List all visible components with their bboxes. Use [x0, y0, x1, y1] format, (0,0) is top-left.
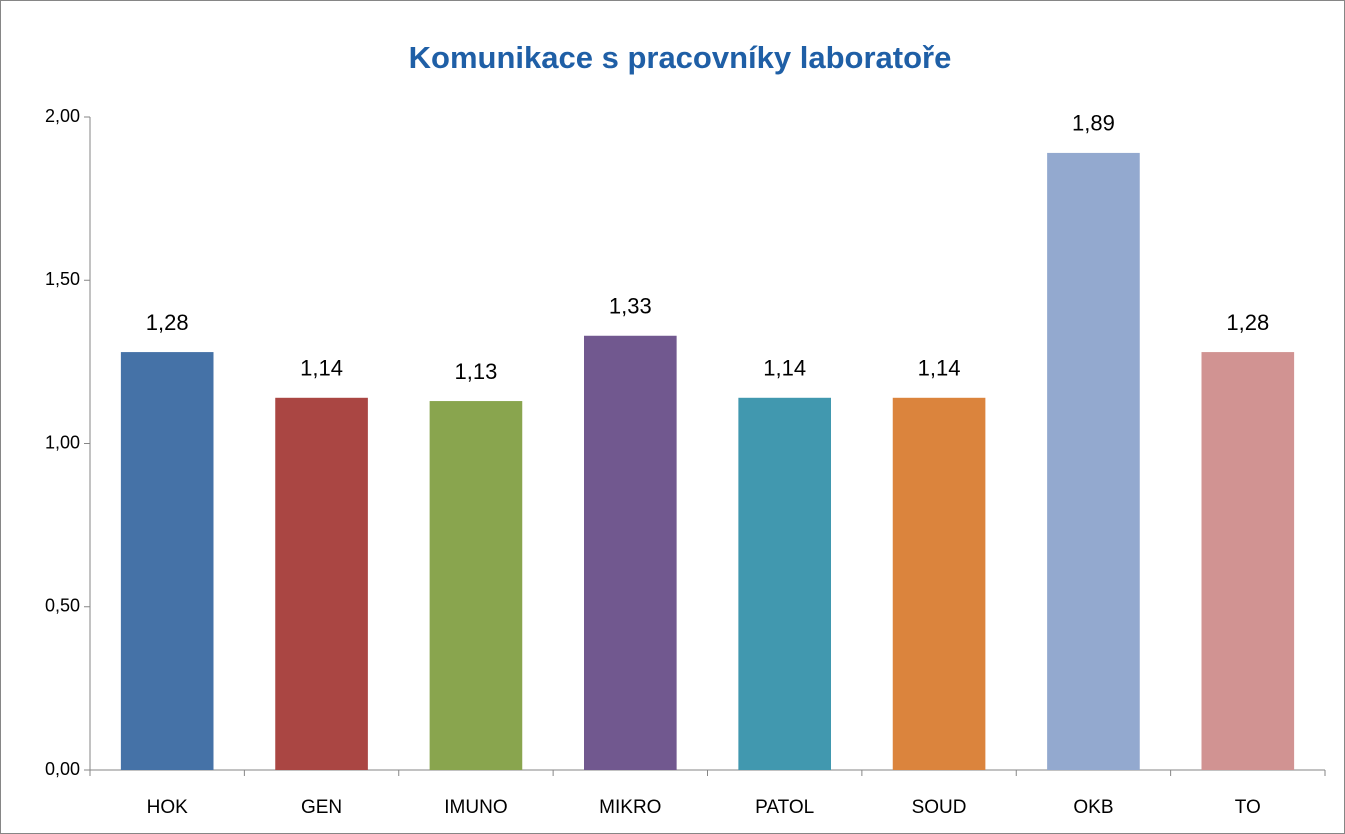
- bar: [275, 397, 368, 770]
- bar: [120, 352, 214, 770]
- data-label: 1,14: [300, 356, 343, 381]
- bar: [429, 401, 523, 770]
- y-tick-label: 1,50: [45, 269, 80, 289]
- x-tick-label: TO: [1235, 797, 1261, 818]
- data-label: 1,14: [763, 356, 806, 381]
- x-tick-label: PATOL: [755, 797, 814, 818]
- bar: [584, 335, 677, 770]
- bar: [1201, 352, 1295, 770]
- x-tick-label: MIKRO: [599, 797, 661, 818]
- x-tick-label: OKB: [1073, 797, 1113, 818]
- y-tick-label: 1,00: [45, 432, 80, 452]
- x-tick-label: SOUD: [912, 797, 967, 818]
- bar: [738, 397, 831, 770]
- y-tick-label: 0,50: [45, 596, 80, 616]
- data-label: 1,13: [455, 359, 498, 384]
- data-label: 1,33: [609, 294, 652, 319]
- data-label: 1,14: [918, 356, 961, 381]
- bar: [892, 397, 986, 770]
- x-tick-label: GEN: [301, 797, 342, 818]
- bar: [1047, 152, 1140, 771]
- y-tick-label: 2,00: [45, 106, 80, 126]
- x-tick-label: IMUNO: [444, 797, 507, 818]
- x-tick-label: HOK: [147, 797, 189, 818]
- data-label: 1,89: [1072, 111, 1115, 136]
- data-label: 1,28: [1226, 310, 1269, 335]
- data-label: 1,28: [146, 310, 189, 335]
- y-tick-label: 0,00: [45, 759, 80, 779]
- chart-title: Komunikace s pracovníky laboratoře: [409, 40, 952, 75]
